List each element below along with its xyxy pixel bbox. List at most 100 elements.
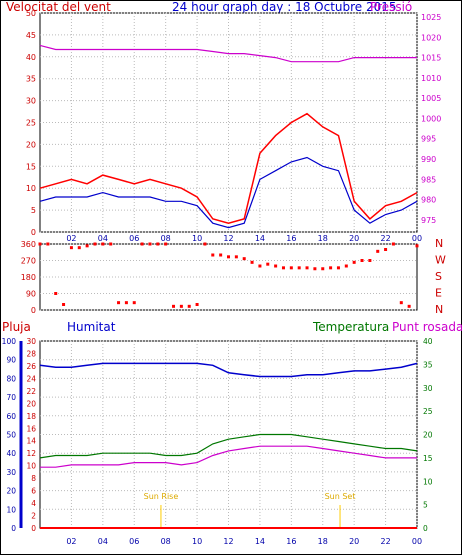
bottom-humidity-tick: 90 [6,356,16,365]
bottom-humidity-tick: 60 [6,412,16,421]
bottom-rain-tick: 24 [26,374,36,383]
bottom-rain-tick: 26 [26,362,36,371]
direction-point [384,248,388,251]
bottom-rain-tick: 20 [26,399,36,408]
bottom-x-tick: 00 [412,537,422,546]
bottom-rain-tick: 8 [31,474,36,483]
direction-point [297,266,301,270]
direction-point [124,301,128,305]
top-right-tick: 1010 [421,74,441,83]
direction-point [289,266,293,270]
top-right-tick: 975 [421,216,436,225]
direction-point [407,304,411,308]
series-wind-speed [39,112,418,224]
direction-point [329,266,333,270]
top-x-tick: 14 [255,234,265,243]
direction-point [54,292,58,295]
compass-label: N [435,237,443,250]
bottom-x-tick: 02 [66,537,76,546]
top-right-tick: 980 [421,196,436,205]
bottom-x-tick: 12 [223,537,233,546]
series-dewpoint [40,445,417,468]
bottom-humidity-tick: 50 [6,431,16,440]
top-right-tick: 1020 [421,33,441,42]
compass-label: N [435,303,443,316]
series-pressure [39,44,417,63]
bottom-humidity-tick: 70 [6,393,16,402]
direction-point [140,242,144,246]
direction-point [399,301,403,305]
top-left-tick: 0 [31,228,36,237]
bottom-rain-tick: 0 [31,524,36,533]
direction-point [368,259,372,262]
bottom-rain-tick: 6 [31,487,36,496]
bottom-right-tick: 40 [423,337,433,346]
bottom-right-tick: 5 [423,501,428,510]
humidity-temperature-chart: 0102030405060708090100024681012141618202… [2,337,433,546]
bottom-right-tick: 0 [423,524,428,533]
direction-point [344,264,348,268]
wind-pressure-chart: 0510152025303540455097598098599099510001… [26,9,442,243]
direction-point [195,303,199,306]
direction-point [46,242,50,246]
direction-point [250,260,254,264]
pressure-label: Pressió [370,0,413,14]
direction-point [242,257,246,261]
wind-speed-label: Velocitat del vent [6,0,111,14]
top-x-tick: 08 [161,234,171,243]
bottom-x-tick: 04 [98,537,108,546]
top-right-tick: 1005 [421,94,441,103]
direction-point [62,303,66,306]
direction-point [93,242,97,246]
direction-point [101,242,105,246]
sun-set-label: Sun Set [325,492,356,501]
direction-point [415,244,419,248]
direction-point [187,304,191,308]
top-x-tick: 06 [129,234,139,243]
bottom-x-tick: 22 [380,537,390,546]
bottom-rain-tick: 12 [26,449,36,458]
bottom-rain-tick: 16 [26,424,36,433]
direction-point [352,260,356,264]
series-humidity [39,362,418,378]
top-left-tick: 20 [26,140,36,149]
mid-plot-area [39,243,418,311]
bottom-right-tick: 30 [423,384,433,393]
direction-point [132,301,136,305]
direction-point [234,255,238,259]
bottom-x-tick: 10 [192,537,202,546]
bottom-rain-tick: 28 [26,349,36,358]
bottom-x-tick: 16 [286,537,296,546]
top-x-tick: 00 [412,234,422,243]
direction-point [109,242,113,246]
bottom-humidity-tick: 40 [6,449,16,458]
top-left-tick: 40 [26,53,36,62]
bottom-x-tick: 14 [255,537,265,546]
rain-label: Pluja [2,320,31,334]
bottom-x-tick: 06 [129,537,139,546]
direction-point [336,266,340,270]
direction-point [376,249,380,253]
top-right-tick: 985 [421,175,436,184]
bottom-humidity-tick: 10 [6,505,16,514]
direction-point [219,253,223,257]
bottom-humidity-tick: 100 [2,337,17,346]
bottom-rain-tick: 30 [26,337,36,346]
direction-point [274,264,278,268]
graph-title: 24 hour graph day : 18 Octubre 2015 [172,0,397,14]
compass-label: W [435,254,446,267]
top-x-tick: 02 [66,234,76,243]
bottom-right-tick: 10 [423,477,433,486]
direction-point [227,255,230,259]
direction-point [156,242,160,246]
top-x-tick: 18 [318,234,328,243]
bottom-humidity-tick: 80 [6,374,16,383]
bottom-right-tick: 35 [423,360,433,369]
bottom-right-tick: 15 [423,454,433,463]
top-x-tick: 16 [286,234,296,243]
direction-point [321,267,325,271]
compass-label: E [435,287,442,300]
direction-point [203,242,207,246]
humidity-label: Humitat [67,320,116,334]
